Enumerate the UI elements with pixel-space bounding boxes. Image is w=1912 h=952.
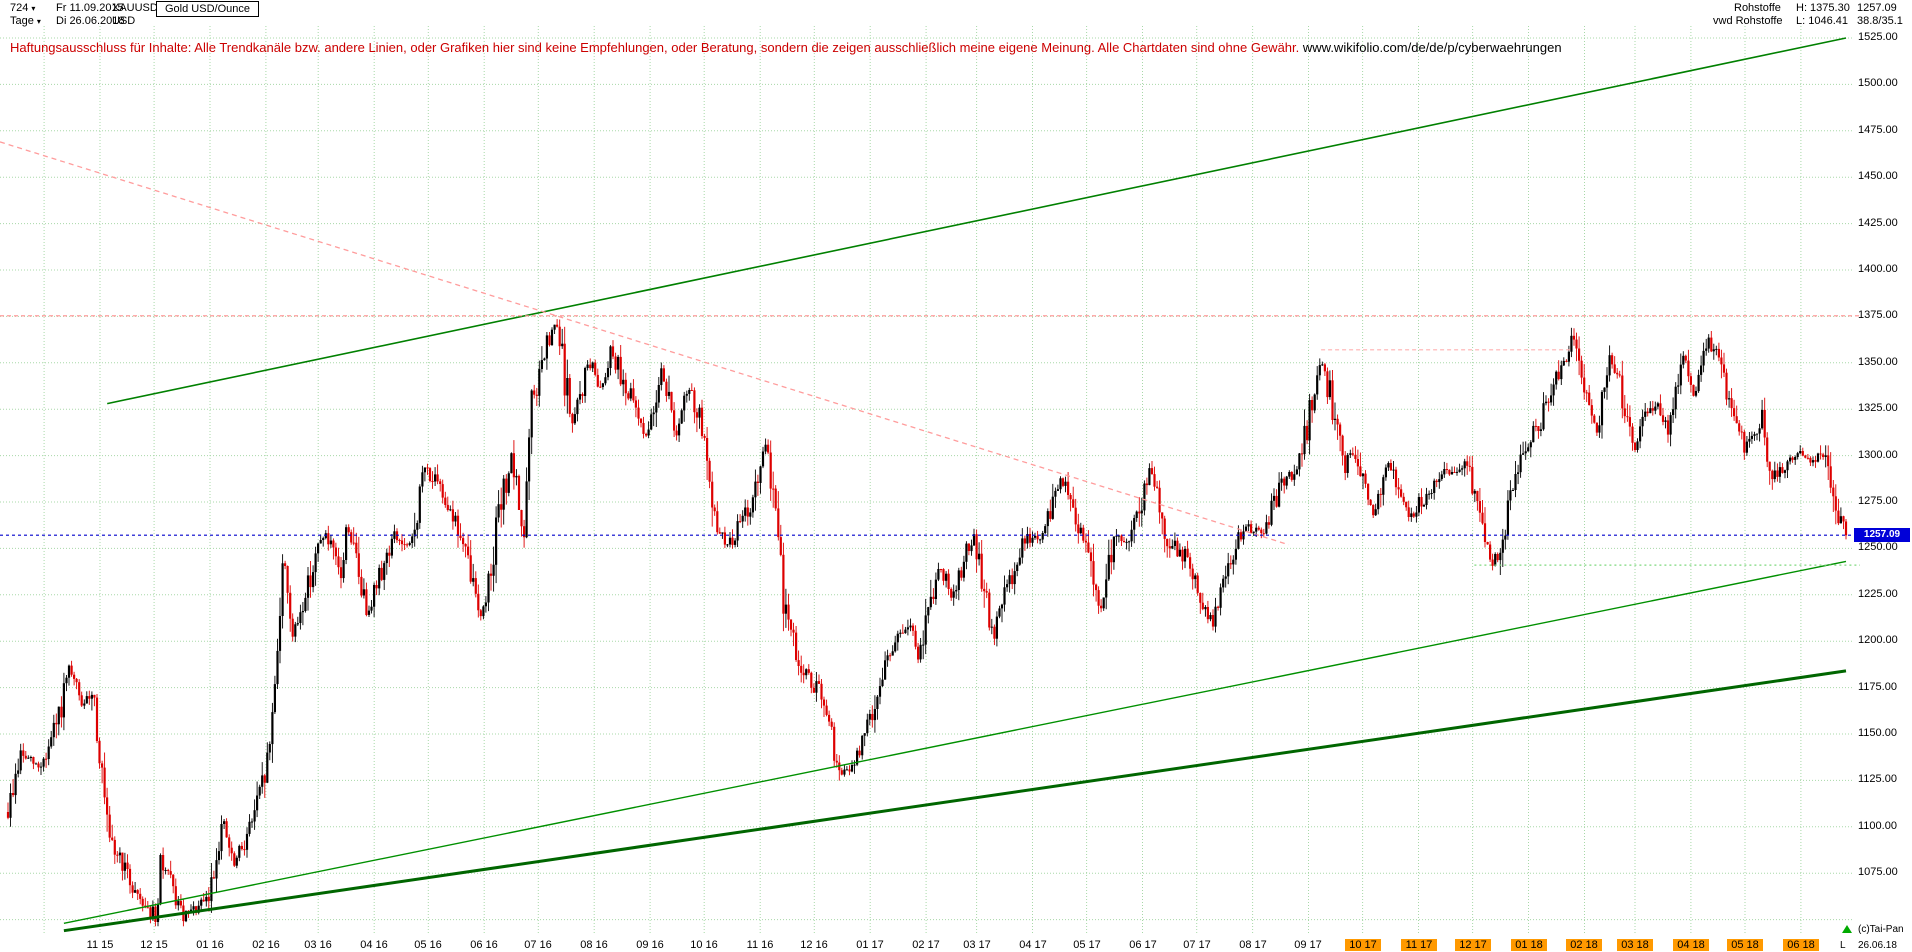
date-axis-label: 01 16 bbox=[196, 939, 224, 951]
price-axis-label: 1500.00 bbox=[1858, 77, 1898, 89]
date-axis-label: 02 18 bbox=[1566, 939, 1602, 951]
date-axis-label: 09 17 bbox=[1294, 939, 1322, 951]
price-axis-label: 1425.00 bbox=[1858, 217, 1898, 229]
chevron-down-icon: ▾ bbox=[36, 16, 41, 26]
date-axis-label: 10 16 bbox=[690, 939, 718, 951]
date-axis-label: 07 17 bbox=[1183, 939, 1211, 951]
date-axis-label: 02 16 bbox=[252, 939, 280, 951]
price-axis-label: 1075.00 bbox=[1858, 866, 1898, 878]
price-axis-label: 1350.00 bbox=[1858, 356, 1898, 368]
date-axis-label: 06 16 bbox=[470, 939, 498, 951]
date-axis-label: 03 18 bbox=[1617, 939, 1653, 951]
bar-count-dropdown[interactable]: 724 ▾ bbox=[10, 2, 35, 14]
end-date-label: Di 26.06.2018 bbox=[56, 15, 125, 27]
date-axis-label: 03 16 bbox=[304, 939, 332, 951]
date-axis-label: 06 18 bbox=[1783, 939, 1819, 951]
chevron-down-icon: ▾ bbox=[31, 3, 36, 13]
price-axis-label: 1150.00 bbox=[1858, 727, 1897, 739]
date-axis-label: 06 17 bbox=[1129, 939, 1157, 951]
date-axis-label: 12 16 bbox=[800, 939, 828, 951]
date-axis-label: 07 16 bbox=[524, 939, 552, 951]
timeframe-value: Tage bbox=[10, 15, 34, 27]
currency-label: USD bbox=[112, 15, 136, 27]
date-axis-label: 01 17 bbox=[856, 939, 884, 951]
copyright-label: (c)Tai-Pan bbox=[1858, 924, 1904, 935]
group-label: Rohstoffe bbox=[1734, 2, 1781, 14]
price-axis-label: 1225.00 bbox=[1858, 588, 1898, 600]
price-axis-label: 1375.00 bbox=[1858, 309, 1898, 321]
date-axis-label: 11 15 bbox=[86, 939, 114, 951]
date-axis-label: 01 18 bbox=[1511, 939, 1547, 951]
date-axis-label: 05 17 bbox=[1073, 939, 1101, 951]
date-axis-label: 11 17 bbox=[1401, 939, 1437, 951]
timeframe-dropdown[interactable]: Tage ▾ bbox=[10, 15, 41, 27]
price-axis-label: 1275.00 bbox=[1858, 495, 1898, 507]
date-axis-label: 08 16 bbox=[580, 939, 608, 951]
last-date-label: 26.06.18 bbox=[1858, 940, 1897, 951]
date-axis-label: 09 16 bbox=[636, 939, 664, 951]
disclaimer-body: Haftungsausschluss für Inhalte: Alle Tre… bbox=[10, 40, 1300, 55]
price-axis-label: 1325.00 bbox=[1858, 402, 1898, 414]
date-axis-label: 04 16 bbox=[360, 939, 388, 951]
price-axis-label: 1250.00 bbox=[1858, 541, 1898, 553]
disclaimer-text: Haftungsausschluss für Inhalte: Alle Tre… bbox=[10, 40, 1562, 55]
price-axis-label: 1400.00 bbox=[1858, 263, 1898, 275]
date-axis-label: 05 18 bbox=[1727, 939, 1763, 951]
feed-label: vwd Rohstoffe bbox=[1713, 15, 1783, 27]
price-axis-label: 1175.00 bbox=[1858, 681, 1897, 693]
date-axis-label: 08 17 bbox=[1239, 939, 1267, 951]
price-axis-label: 1450.00 bbox=[1858, 170, 1898, 182]
date-axis-label: 03 17 bbox=[963, 939, 991, 951]
bar-count-value: 724 bbox=[10, 2, 29, 14]
price-axis-label: 1100.00 bbox=[1858, 820, 1897, 832]
price-axis-label: 1200.00 bbox=[1858, 634, 1898, 646]
instrument-name-box: Gold USD/Ounce bbox=[156, 1, 259, 17]
price-axis-label: 1300.00 bbox=[1858, 449, 1898, 461]
date-axis-label: 04 18 bbox=[1673, 939, 1709, 951]
indicator-value-label: 38.8/35.1 bbox=[1857, 15, 1903, 27]
date-axis-label: 11 16 bbox=[746, 939, 774, 951]
symbol-label: XAUUSD bbox=[112, 2, 158, 14]
date-axis-label: 10 17 bbox=[1345, 939, 1381, 951]
price-axis-label: 1475.00 bbox=[1858, 124, 1898, 136]
date-axis-label: 12 17 bbox=[1455, 939, 1491, 951]
period-high-label: H: 1375.30 bbox=[1796, 2, 1850, 14]
date-axis-label: 02 17 bbox=[912, 939, 940, 951]
last-price-label: 1257.09 bbox=[1857, 2, 1897, 14]
date-axis-label: 04 17 bbox=[1019, 939, 1047, 951]
last-price-tag: 1257.09 bbox=[1854, 528, 1910, 542]
price-axis-label: 1125.00 bbox=[1858, 773, 1897, 785]
date-axis-label: 12 15 bbox=[140, 939, 168, 951]
marker-triangle-icon bbox=[1842, 925, 1852, 933]
date-axis-label: 05 16 bbox=[414, 939, 442, 951]
disclaimer-url: www.wikifolio.com/de/de/p/cyberwaehrunge… bbox=[1302, 40, 1562, 55]
instrument-name: Gold USD/Ounce bbox=[165, 3, 250, 15]
price-axis-label: 1525.00 bbox=[1858, 31, 1898, 43]
period-low-label: L: 1046.41 bbox=[1796, 15, 1848, 27]
low-marker-label: L bbox=[1840, 940, 1846, 951]
start-date-label: Fr 11.09.2015 bbox=[56, 2, 124, 14]
